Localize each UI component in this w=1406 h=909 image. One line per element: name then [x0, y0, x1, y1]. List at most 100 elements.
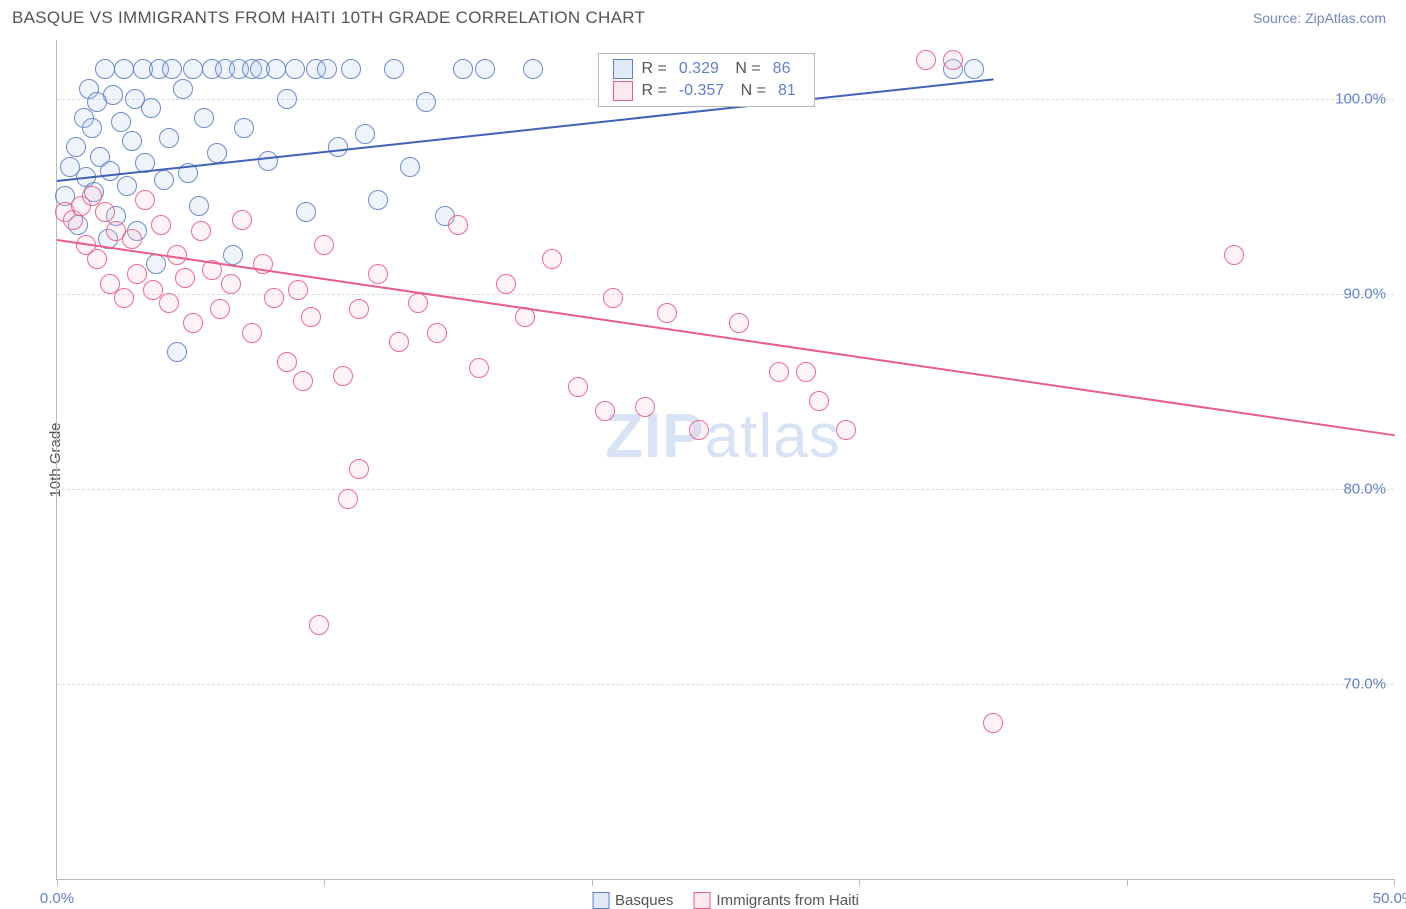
data-point: [232, 210, 252, 230]
data-point: [122, 131, 142, 151]
data-point: [809, 391, 829, 411]
data-point: [159, 128, 179, 148]
data-point: [635, 397, 655, 417]
data-point: [234, 118, 254, 138]
data-point: [66, 137, 86, 157]
y-tick-label: 70.0%: [1343, 675, 1386, 692]
legend-swatch: [592, 892, 609, 909]
data-point: [349, 299, 369, 319]
data-point: [568, 377, 588, 397]
legend-label: Immigrants from Haiti: [716, 892, 859, 909]
data-point: [416, 92, 436, 112]
stat-r-label: R =: [641, 60, 666, 78]
data-point: [400, 157, 420, 177]
legend-item: Immigrants from Haiti: [693, 892, 859, 909]
legend-swatch: [693, 892, 710, 909]
data-point: [836, 420, 856, 440]
data-point: [349, 459, 369, 479]
stats-box: R =0.329 N =86R =-0.357 N =81: [598, 53, 814, 107]
data-point: [127, 264, 147, 284]
data-point: [983, 713, 1003, 733]
chart-header: BASQUE VS IMMIGRANTS FROM HAITI 10TH GRA…: [0, 0, 1406, 32]
data-point: [135, 190, 155, 210]
data-point: [285, 59, 305, 79]
y-tick-label: 80.0%: [1343, 480, 1386, 497]
chart-container: 10th Grade 70.0%80.0%90.0%100.0%0.0%50.0…: [12, 40, 1394, 880]
gridline-horizontal: [57, 294, 1394, 295]
data-point: [916, 50, 936, 70]
data-point: [384, 59, 404, 79]
series-swatch: [613, 59, 633, 79]
data-point: [338, 489, 358, 509]
data-point: [100, 161, 120, 181]
data-point: [333, 366, 353, 386]
data-point: [317, 59, 337, 79]
data-point: [223, 245, 243, 265]
data-point: [162, 59, 182, 79]
data-point: [296, 202, 316, 222]
data-point: [309, 615, 329, 635]
data-point: [964, 59, 984, 79]
data-point: [114, 59, 134, 79]
data-point: [293, 371, 313, 391]
x-tick: [1127, 879, 1128, 886]
data-point: [117, 176, 137, 196]
data-point: [595, 401, 615, 421]
data-point: [167, 342, 187, 362]
stat-r-label: R =: [641, 82, 666, 100]
data-point: [453, 59, 473, 79]
data-point: [427, 323, 447, 343]
data-point: [408, 293, 428, 313]
stats-row: R =0.329 N =86: [599, 58, 813, 80]
stat-n-label: N =: [736, 82, 766, 100]
trend-line: [57, 79, 994, 183]
legend-label: Basques: [615, 892, 673, 909]
x-tick-label: 0.0%: [40, 890, 74, 907]
gridline-horizontal: [57, 684, 1394, 685]
data-point: [175, 268, 195, 288]
data-point: [95, 202, 115, 222]
data-point: [523, 59, 543, 79]
data-point: [288, 280, 308, 300]
data-point: [729, 313, 749, 333]
data-point: [1224, 245, 1244, 265]
stat-n-label: N =: [731, 60, 761, 78]
source-label: Source: ZipAtlas.com: [1253, 10, 1386, 26]
data-point: [328, 137, 348, 157]
data-point: [189, 196, 209, 216]
data-point: [368, 264, 388, 284]
data-point: [82, 118, 102, 138]
x-tick: [859, 879, 860, 886]
data-point: [111, 112, 131, 132]
data-point: [301, 307, 321, 327]
data-point: [355, 124, 375, 144]
data-point: [475, 59, 495, 79]
x-tick: [592, 879, 593, 886]
gridline-horizontal: [57, 489, 1394, 490]
data-point: [173, 79, 193, 99]
data-point: [657, 303, 677, 323]
data-point: [314, 235, 334, 255]
data-point: [469, 358, 489, 378]
chart-title: BASQUE VS IMMIGRANTS FROM HAITI 10TH GRA…: [12, 8, 645, 28]
data-point: [183, 59, 203, 79]
data-point: [266, 59, 286, 79]
data-point: [159, 293, 179, 313]
data-point: [87, 249, 107, 269]
data-point: [194, 108, 214, 128]
data-point: [122, 229, 142, 249]
data-point: [242, 323, 262, 343]
data-point: [141, 98, 161, 118]
stats-row: R =-0.357 N =81: [599, 80, 813, 102]
data-point: [154, 170, 174, 190]
data-point: [389, 332, 409, 352]
data-point: [368, 190, 388, 210]
data-point: [258, 151, 278, 171]
data-point: [207, 143, 227, 163]
data-point: [210, 299, 230, 319]
x-tick: [57, 879, 58, 886]
data-point: [341, 59, 361, 79]
data-point: [146, 254, 166, 274]
stat-r-value: 0.329: [675, 60, 723, 78]
data-point: [769, 362, 789, 382]
